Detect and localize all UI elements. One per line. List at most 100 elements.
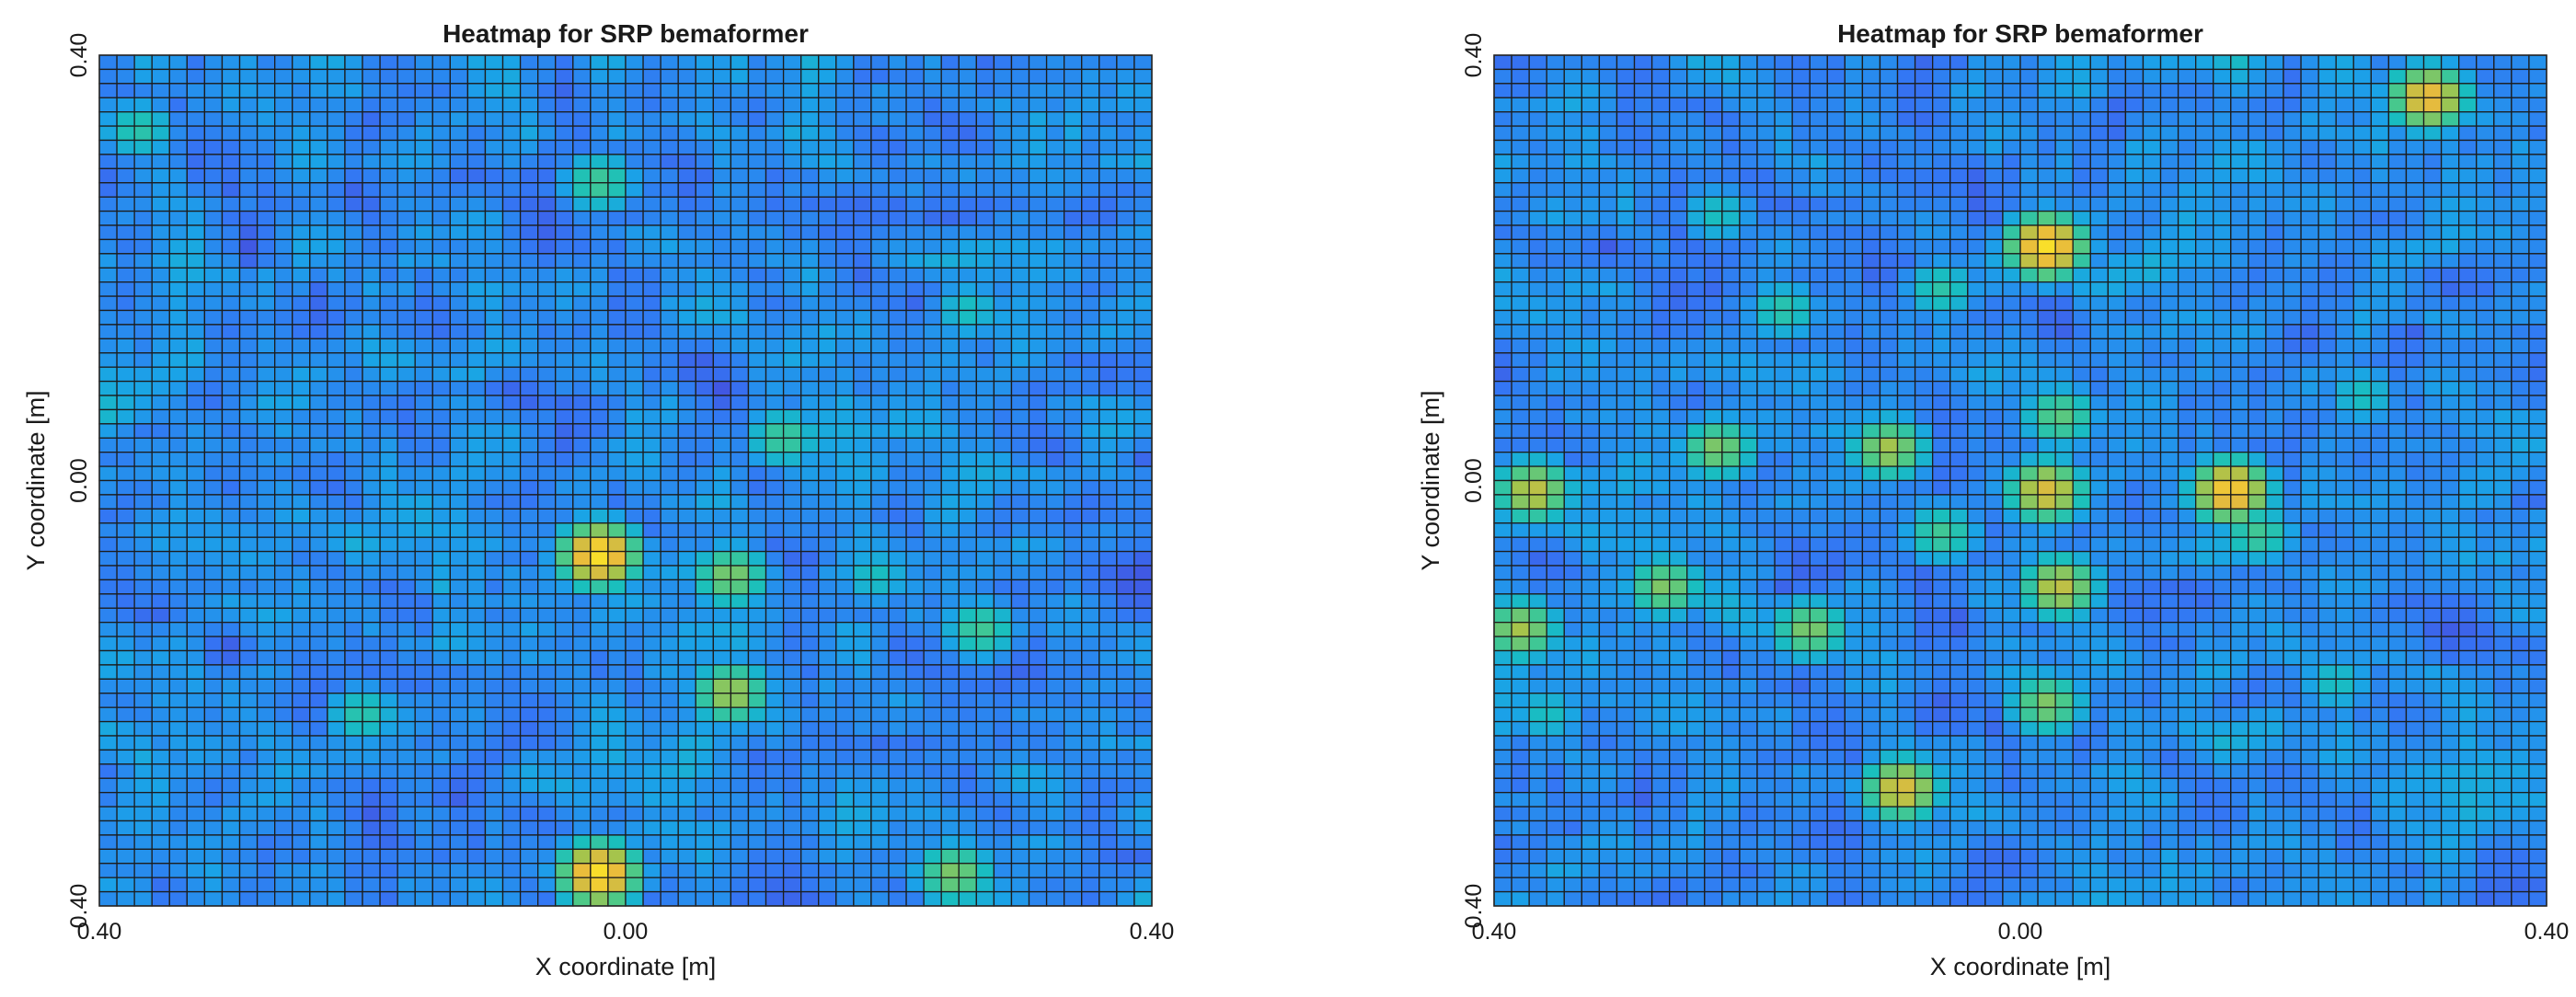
heatmap-cell — [1081, 324, 1100, 339]
heatmap-cell — [238, 863, 259, 878]
heatmap-cell — [414, 54, 433, 71]
heatmap-cell — [344, 309, 363, 326]
heatmap-cell — [923, 636, 942, 652]
heatmap-cell — [870, 636, 890, 652]
heatmap-cell — [572, 452, 592, 467]
heatmap-cell — [642, 295, 661, 312]
heatmap-cell — [1133, 593, 1153, 609]
heatmap-cell — [1064, 167, 1083, 184]
heatmap-cell — [818, 593, 837, 609]
heatmap-cell — [677, 309, 696, 326]
heatmap-cell — [2265, 182, 2284, 198]
heatmap-cell — [203, 352, 224, 368]
heatmap-cell — [309, 111, 328, 127]
heatmap-cell — [221, 238, 241, 255]
heatmap-cell — [800, 749, 820, 765]
heatmap-cell — [238, 83, 259, 98]
heatmap-cell — [203, 423, 224, 439]
heatmap-cell — [449, 437, 469, 453]
heatmap-cell — [993, 593, 1013, 609]
heatmap-cell — [2440, 267, 2460, 283]
heatmap-cell — [607, 877, 627, 893]
heatmap-cell — [449, 97, 469, 113]
heatmap-cell — [782, 182, 802, 198]
heatmap-cell — [344, 68, 363, 85]
heatmap-cell — [747, 111, 767, 127]
heatmap-cell — [888, 664, 907, 680]
heatmap-cell — [590, 565, 609, 581]
heatmap-cell — [1045, 54, 1065, 71]
heatmap-cell — [221, 819, 241, 836]
heatmap-cell — [414, 863, 433, 878]
heatmap-cell — [1791, 196, 1811, 212]
heatmap-cell — [292, 508, 311, 524]
heatmap-cell — [238, 408, 259, 425]
heatmap-cell — [2089, 238, 2109, 255]
heatmap-cell — [2283, 295, 2302, 312]
heatmap-cell — [379, 97, 398, 113]
heatmap-cell — [256, 819, 276, 836]
heatmap-cell — [256, 253, 276, 269]
heatmap-cell — [993, 309, 1013, 326]
heatmap-cell — [1581, 167, 1601, 184]
heatmap-cell — [2089, 210, 2109, 226]
heatmap-cell — [905, 607, 925, 624]
heatmap-cell — [2124, 366, 2145, 383]
heatmap-cell — [501, 579, 522, 595]
heatmap-cell — [712, 366, 732, 383]
heatmap-cell — [607, 664, 627, 680]
heatmap-cell — [501, 636, 522, 652]
heatmap-cell — [958, 295, 977, 312]
heatmap-cell — [1511, 309, 1530, 326]
heatmap-cell — [1098, 423, 1118, 439]
heatmap-cell — [466, 324, 487, 339]
heatmap-cell — [2054, 295, 2074, 312]
heatmap-cell — [238, 54, 259, 71]
heatmap-cell — [958, 238, 977, 255]
heatmap-cell — [905, 706, 925, 723]
heatmap-cell — [2300, 167, 2319, 184]
heatmap-cell — [2528, 83, 2547, 98]
heatmap-cell — [1116, 139, 1135, 155]
heatmap-cell — [975, 423, 995, 439]
heatmap-cell — [607, 678, 627, 694]
heatmap-cell — [660, 295, 679, 312]
heatmap-cell — [151, 423, 170, 439]
heatmap-cell — [203, 97, 224, 113]
heatmap-cell — [712, 636, 732, 652]
heatmap-cell — [362, 649, 381, 666]
heatmap-cell — [2195, 267, 2214, 283]
heatmap-cell — [695, 479, 714, 496]
heatmap-cell — [2528, 68, 2547, 85]
heatmap-cell — [660, 338, 679, 354]
heatmap-cell — [1116, 83, 1135, 98]
heatmap-cell — [292, 111, 311, 127]
heatmap-cell — [2230, 154, 2249, 169]
heatmap-cell — [1932, 182, 1951, 198]
heatmap-cell — [1896, 224, 1916, 241]
heatmap-cell — [221, 97, 241, 113]
heatmap-cell — [2387, 83, 2408, 98]
heatmap-cell — [379, 139, 398, 155]
heatmap-cell — [1546, 224, 1565, 241]
heatmap-cell — [1081, 125, 1100, 142]
heatmap-cell — [940, 593, 960, 609]
heatmap-cell — [975, 819, 995, 836]
heatmap-cell — [1116, 380, 1135, 396]
heatmap-cell — [203, 877, 224, 893]
heatmap-cell — [800, 309, 820, 326]
heatmap-cell — [923, 196, 942, 212]
heatmap-cell — [484, 848, 504, 865]
heatmap-cell — [625, 54, 644, 71]
heatmap-cell — [712, 678, 732, 694]
heatmap-cell — [730, 479, 750, 496]
heatmap-cell — [1756, 196, 1776, 212]
heatmap-cell — [1133, 295, 1153, 312]
heatmap-cell — [1616, 210, 1636, 226]
heatmap-cell — [730, 238, 750, 255]
heatmap-cell — [2037, 324, 2056, 339]
heatmap-cell — [431, 806, 451, 822]
heatmap-cell — [1616, 97, 1636, 113]
heatmap-cell — [1879, 83, 1899, 98]
heatmap-cell — [238, 536, 259, 553]
